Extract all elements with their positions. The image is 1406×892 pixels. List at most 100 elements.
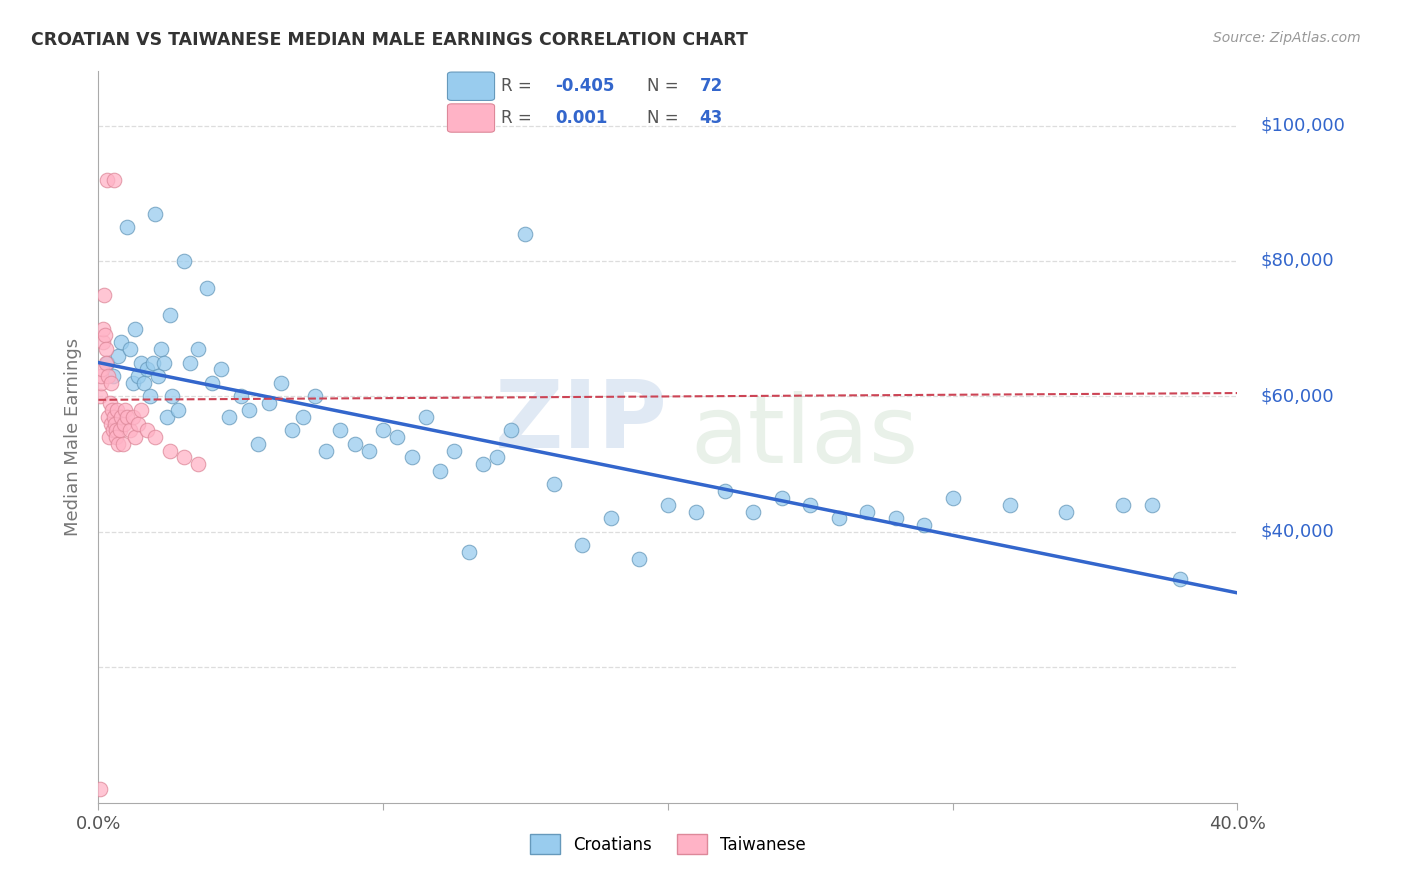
Point: [94, 355, 117, 369]
Point: [121, 409, 143, 424]
Point: [292, 409, 315, 424]
Text: R =: R =: [501, 78, 537, 95]
Point: [571, 538, 593, 552]
Text: 72: 72: [699, 78, 723, 95]
Text: Source: ZipAtlas.com: Source: ZipAtlas.com: [1213, 31, 1361, 45]
Point: [97, 409, 120, 424]
Point: [357, 443, 380, 458]
Point: [138, 389, 160, 403]
Point: [111, 437, 134, 451]
Text: $40,000: $40,000: [1260, 523, 1334, 541]
Point: [187, 342, 209, 356]
Point: [998, 498, 1021, 512]
Point: [270, 376, 292, 390]
Point: [124, 430, 146, 444]
Point: [942, 491, 965, 505]
Point: [124, 322, 146, 336]
Text: -0.405: -0.405: [555, 78, 614, 95]
Point: [229, 389, 252, 403]
Point: [1170, 572, 1192, 586]
Point: [135, 362, 157, 376]
Text: 43: 43: [699, 109, 723, 127]
Point: [343, 437, 366, 451]
Point: [101, 403, 124, 417]
Point: [799, 498, 821, 512]
Point: [471, 457, 494, 471]
Point: [104, 417, 127, 431]
Point: [104, 423, 127, 437]
Point: [141, 355, 163, 369]
Point: [371, 423, 394, 437]
Point: [281, 423, 304, 437]
Point: [93, 328, 115, 343]
Point: [884, 511, 907, 525]
Point: [101, 369, 124, 384]
Point: [132, 376, 155, 390]
Point: [628, 552, 651, 566]
Point: [685, 505, 707, 519]
Point: [91, 322, 114, 336]
Point: [159, 443, 181, 458]
Point: [90, 362, 112, 376]
FancyBboxPatch shape: [447, 72, 495, 101]
Point: [100, 376, 122, 390]
Point: [115, 220, 138, 235]
Point: [96, 355, 118, 369]
Point: [93, 288, 115, 302]
Point: [98, 396, 121, 410]
Point: [150, 342, 173, 356]
Point: [112, 417, 135, 431]
Point: [89, 782, 111, 797]
Point: [148, 369, 170, 384]
Point: [179, 355, 201, 369]
Point: [501, 423, 523, 437]
Point: [486, 450, 509, 465]
Point: [107, 349, 129, 363]
Point: [329, 423, 352, 437]
Text: $100,000: $100,000: [1260, 117, 1346, 135]
Point: [187, 457, 209, 471]
Point: [912, 518, 935, 533]
Point: [443, 443, 465, 458]
Y-axis label: Median Male Earnings: Median Male Earnings: [65, 338, 83, 536]
Point: [238, 403, 260, 417]
Point: [89, 389, 111, 403]
Point: [246, 437, 269, 451]
Point: [127, 417, 149, 431]
Point: [714, 484, 737, 499]
Point: [218, 409, 240, 424]
Legend: Croatians, Taiwanese: Croatians, Taiwanese: [516, 821, 820, 868]
Point: [121, 376, 143, 390]
Point: [129, 355, 152, 369]
Point: [543, 477, 565, 491]
Point: [162, 389, 184, 403]
Point: [201, 376, 224, 390]
Point: [97, 369, 120, 384]
Text: $80,000: $80,000: [1260, 252, 1334, 270]
Point: [173, 450, 195, 465]
Point: [195, 281, 218, 295]
Point: [105, 403, 128, 417]
Text: R =: R =: [501, 109, 537, 127]
Point: [1140, 498, 1163, 512]
Point: [105, 430, 128, 444]
Point: [127, 369, 149, 384]
Point: [1056, 505, 1078, 519]
Point: [96, 172, 118, 186]
Text: atlas: atlas: [690, 391, 920, 483]
Point: [387, 430, 409, 444]
Point: [153, 355, 176, 369]
Point: [110, 335, 132, 350]
Point: [415, 409, 437, 424]
Point: [107, 437, 129, 451]
Point: [156, 409, 179, 424]
Point: [98, 430, 121, 444]
Point: [145, 206, 167, 220]
Point: [856, 505, 879, 519]
Point: [315, 443, 337, 458]
Point: [145, 430, 167, 444]
Point: [600, 511, 623, 525]
Point: [94, 342, 117, 356]
Point: [103, 409, 125, 424]
Point: [1112, 498, 1135, 512]
